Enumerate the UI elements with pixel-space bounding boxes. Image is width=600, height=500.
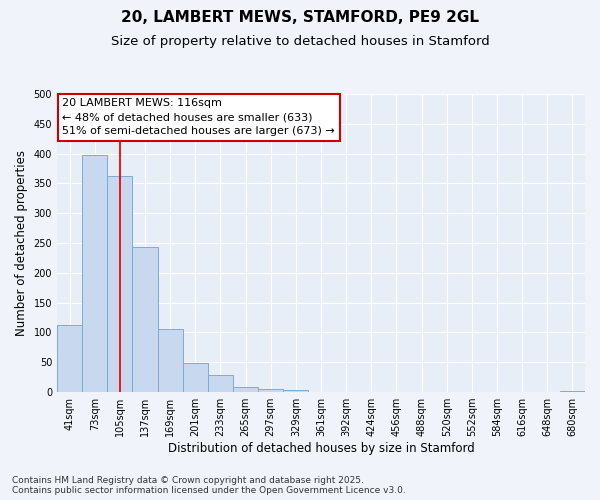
Bar: [158, 330, 183, 392]
Bar: [183, 363, 208, 392]
Bar: [107, 176, 133, 392]
Bar: [560, 391, 585, 392]
Text: Contains HM Land Registry data © Crown copyright and database right 2025.
Contai: Contains HM Land Registry data © Crown c…: [12, 476, 406, 495]
X-axis label: Distribution of detached houses by size in Stamford: Distribution of detached houses by size …: [167, 442, 475, 455]
Y-axis label: Number of detached properties: Number of detached properties: [15, 150, 28, 336]
Bar: [283, 390, 308, 392]
Bar: [57, 326, 82, 392]
Bar: [258, 389, 283, 392]
Bar: [208, 375, 233, 392]
Bar: [82, 156, 107, 392]
Text: 20 LAMBERT MEWS: 116sqm
← 48% of detached houses are smaller (633)
51% of semi-d: 20 LAMBERT MEWS: 116sqm ← 48% of detache…: [62, 98, 335, 136]
Text: 20, LAMBERT MEWS, STAMFORD, PE9 2GL: 20, LAMBERT MEWS, STAMFORD, PE9 2GL: [121, 10, 479, 25]
Bar: [133, 247, 158, 392]
Bar: [233, 386, 258, 392]
Text: Size of property relative to detached houses in Stamford: Size of property relative to detached ho…: [110, 35, 490, 48]
